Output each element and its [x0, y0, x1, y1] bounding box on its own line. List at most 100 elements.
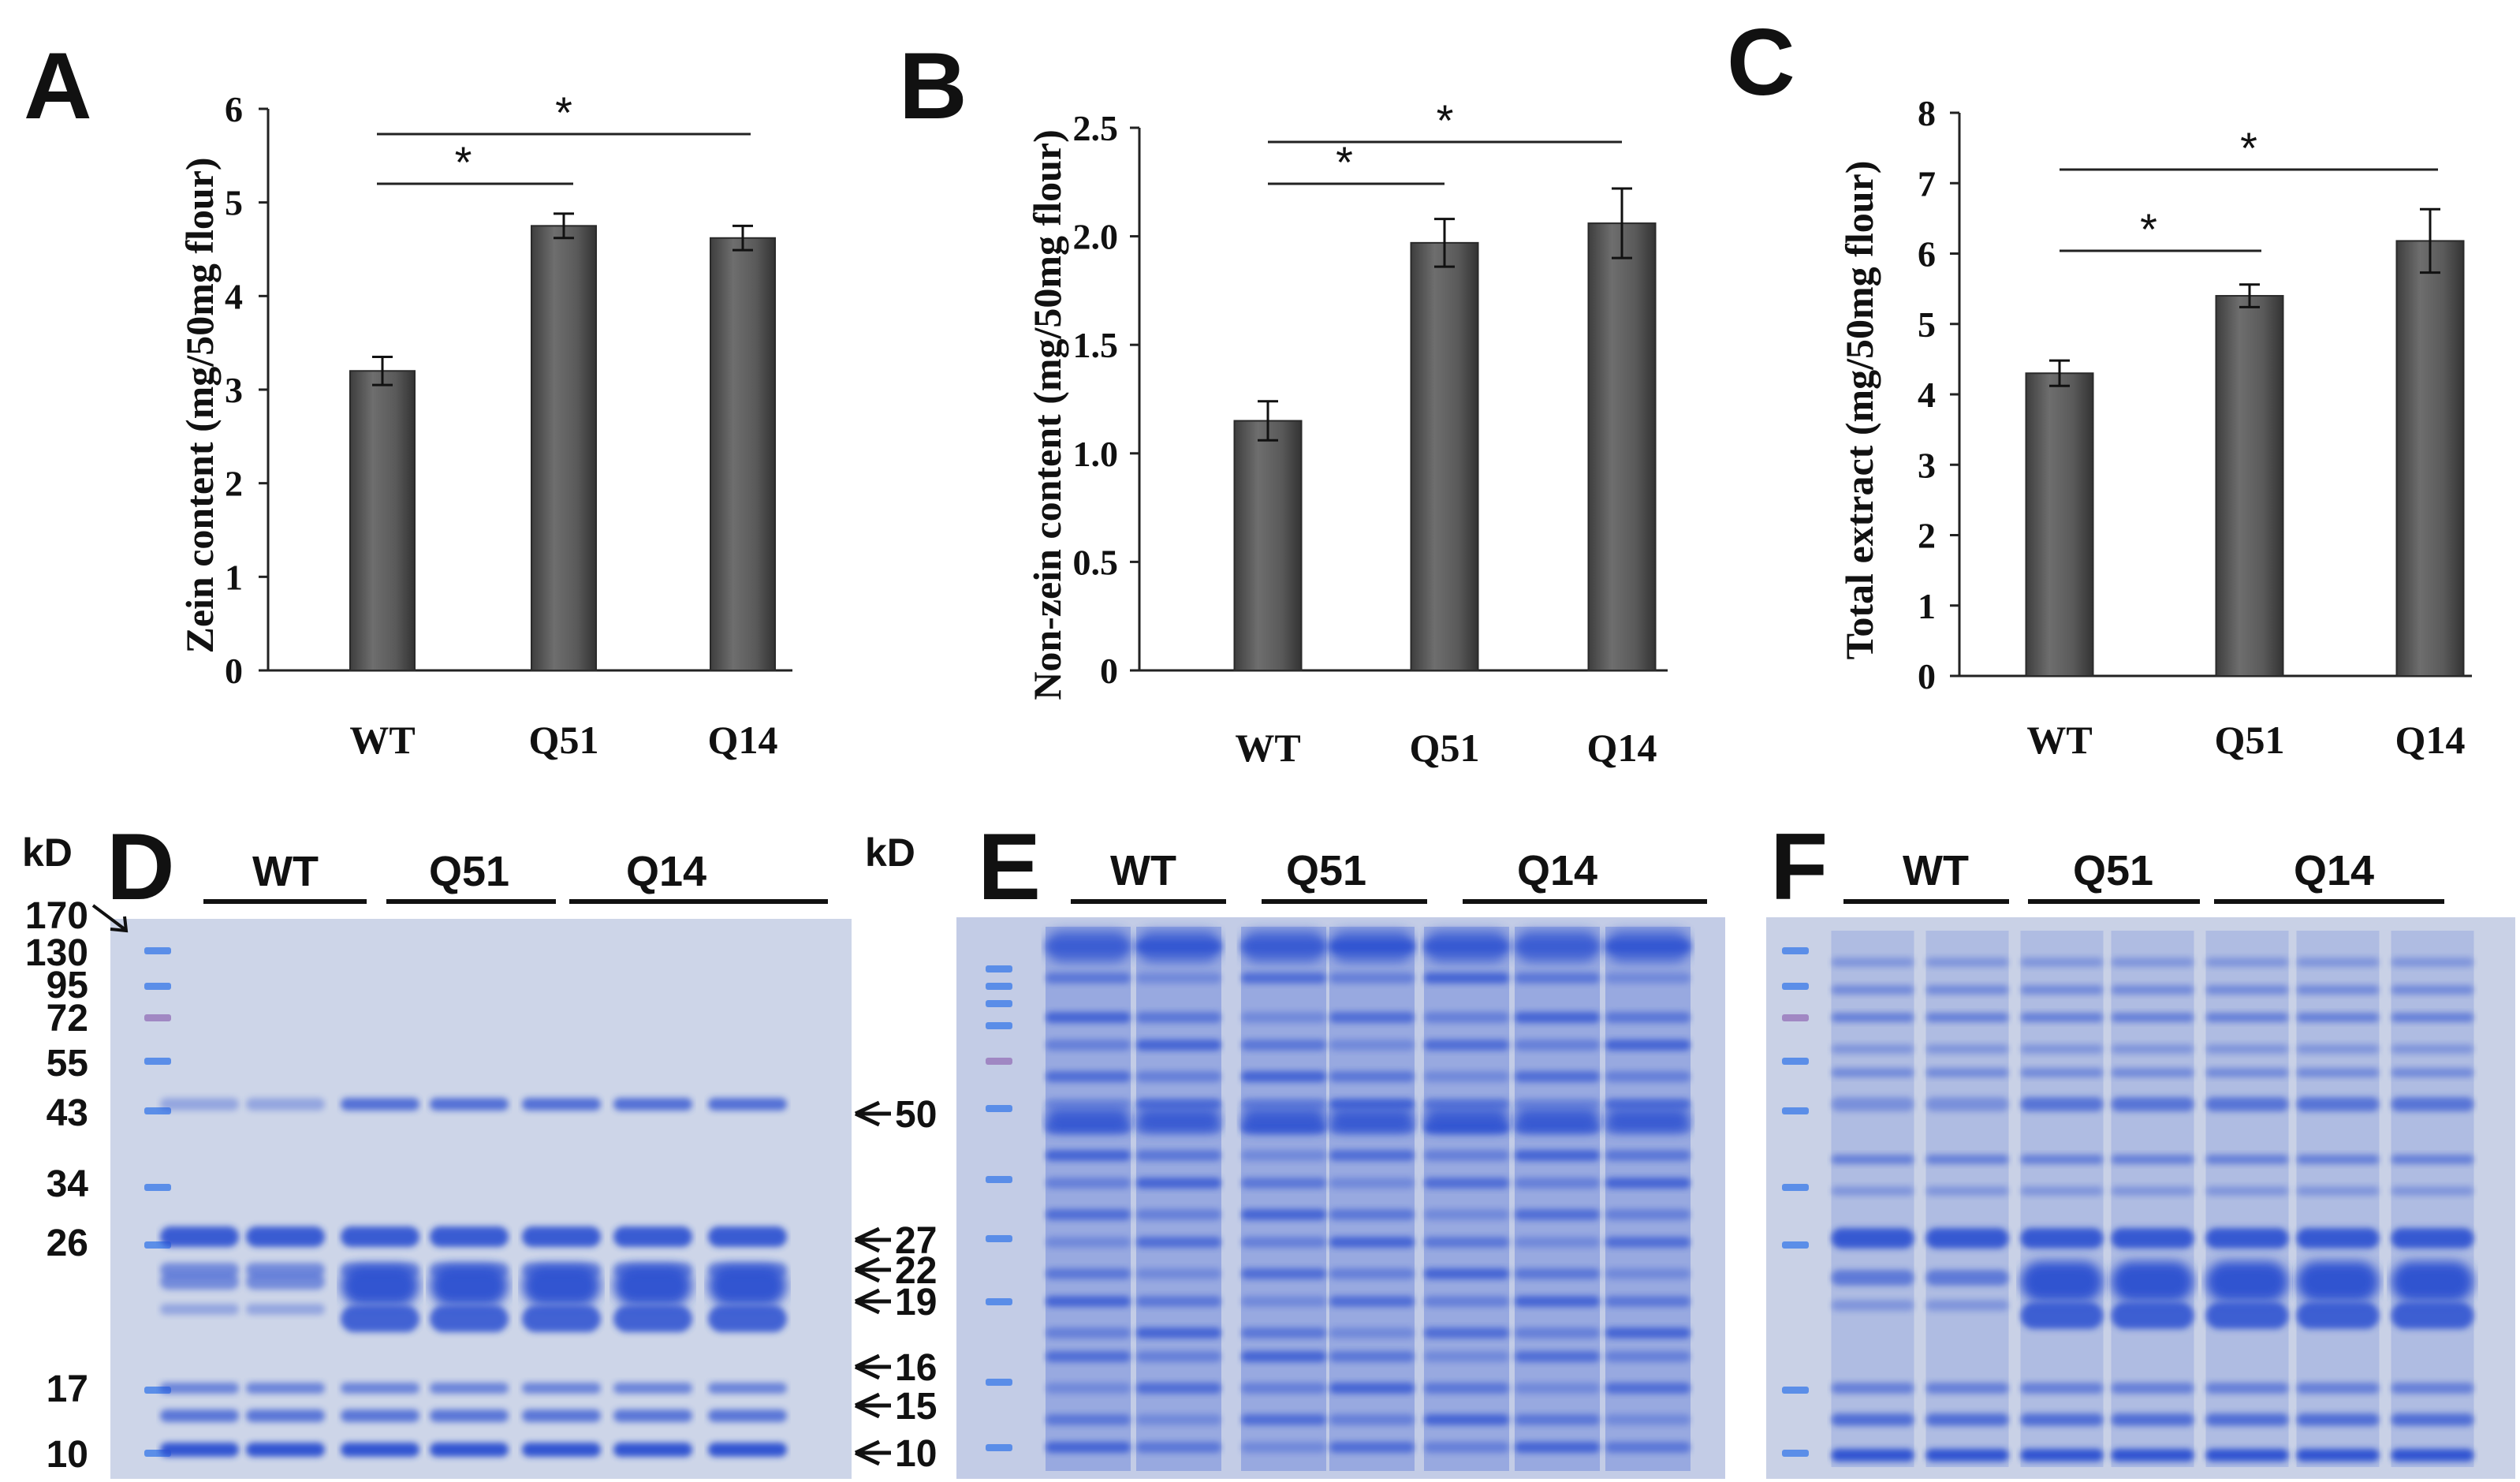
y-axis-label: Non-zein content (mg/50mg flour) — [1025, 129, 1069, 700]
gel-band — [1329, 1268, 1415, 1279]
gel-band — [1515, 1071, 1600, 1082]
gel-band — [1605, 1150, 1691, 1161]
gel-band — [1831, 1097, 1914, 1111]
ladder-band — [986, 1058, 1012, 1065]
gel-band — [2205, 1302, 2289, 1329]
bar-wt — [1233, 420, 1303, 672]
kd-label-e: kD — [865, 831, 915, 875]
gel-band — [522, 1409, 601, 1422]
gel-band — [1424, 1108, 1509, 1132]
ladder-band — [144, 1184, 171, 1191]
marker-label: 34 — [47, 1163, 89, 1205]
gel-band — [1605, 972, 1691, 984]
ladder-band — [1782, 1241, 1809, 1249]
gel-band — [1605, 1040, 1691, 1051]
gel-band — [708, 1265, 787, 1306]
gel-band — [613, 1409, 692, 1422]
gel-band — [1241, 1296, 1326, 1307]
gel-band — [2111, 958, 2194, 967]
gel-band — [1515, 1237, 1600, 1248]
gel-band — [1241, 941, 1326, 952]
y-tick-label: 0 — [1918, 656, 1936, 696]
category-label-q14: Q14 — [708, 718, 778, 762]
gel-band — [613, 1383, 692, 1394]
gel-band — [1136, 1071, 1221, 1082]
gel-band — [1046, 1327, 1131, 1338]
gel-band — [708, 1383, 787, 1394]
gel-band — [1329, 1209, 1415, 1220]
ladder-band — [1782, 1450, 1809, 1457]
gel-band — [1136, 1209, 1221, 1220]
gel-band — [2111, 1383, 2194, 1394]
gel-band — [2296, 1186, 2380, 1196]
gel-band — [2296, 1068, 2380, 1077]
gel-band — [2020, 985, 2104, 995]
gel-band — [2296, 1155, 2380, 1164]
gel-band — [1046, 1296, 1131, 1307]
gel-band — [1925, 1155, 2009, 1164]
gel-band — [2020, 1302, 2104, 1329]
y-tick-label: 4 — [225, 276, 243, 316]
gel-band — [1925, 1413, 2009, 1426]
gel-band — [2020, 1228, 2104, 1249]
marker-label: 10 — [47, 1434, 88, 1476]
bar-q14 — [2395, 240, 2465, 677]
gel-band — [1329, 1071, 1415, 1082]
gel-band — [430, 1226, 509, 1247]
gel-band — [1605, 1178, 1691, 1189]
marker-label: 26 — [47, 1223, 88, 1264]
gel-band — [2296, 985, 2380, 995]
gel-band — [2296, 1261, 2380, 1302]
gel-band — [1241, 1178, 1326, 1189]
gel-band — [1925, 1068, 2009, 1077]
gel-band — [2391, 1261, 2474, 1302]
gel-panel-e: kD E WT Q51 Q14 — [865, 814, 1725, 1479]
gel-band — [2020, 1013, 2104, 1022]
gel-band — [246, 1098, 325, 1111]
ladder-band — [144, 1058, 171, 1065]
gel-band — [1831, 1383, 1914, 1394]
band-arrow-label: 19 — [895, 1282, 937, 1323]
gel-band — [1424, 972, 1509, 984]
gel-band — [1046, 941, 1131, 952]
bar-q14 — [1587, 222, 1657, 671]
gel-band — [2205, 1068, 2289, 1077]
gel-band — [2205, 1228, 2289, 1249]
gel-band — [2205, 1044, 2289, 1054]
gel-group-label-wt: WT — [252, 848, 319, 895]
y-tick-label: 2 — [225, 464, 243, 504]
gel-band — [1424, 1414, 1509, 1425]
gel-band — [430, 1443, 509, 1457]
gel-band — [2020, 958, 2104, 967]
bar-wt — [2025, 372, 2094, 677]
gel-band — [2296, 1013, 2380, 1022]
gel-band — [1241, 1150, 1326, 1161]
gel-band — [160, 1263, 239, 1277]
ladder-band — [986, 965, 1012, 972]
y-tick-label: 1 — [1918, 586, 1936, 626]
gel-band — [1136, 1414, 1221, 1425]
gel-band — [1329, 1237, 1415, 1248]
gel-band — [1424, 1150, 1509, 1161]
gel-band — [1046, 1383, 1131, 1394]
significance-star: * — [2240, 123, 2257, 173]
gel-band — [2111, 1413, 2194, 1426]
gel-band — [1136, 1383, 1221, 1394]
gel-band — [2205, 1155, 2289, 1164]
gel-group-label-q14: Q14 — [626, 848, 706, 895]
gel-band — [1515, 1012, 1600, 1023]
band-arrow-icon — [854, 1226, 891, 1253]
gel-band — [2296, 1449, 2380, 1461]
ladder-band — [986, 1022, 1012, 1029]
gel-band — [1241, 1237, 1326, 1248]
gel-band — [613, 1226, 692, 1247]
gel-band — [341, 1265, 419, 1306]
gel-band — [1605, 1327, 1691, 1338]
gel-band — [1424, 1268, 1509, 1279]
gel-group-label-q14: Q14 — [2294, 847, 2374, 894]
gel-band — [1241, 1040, 1326, 1051]
gel-band — [1136, 972, 1221, 984]
gel-band — [1831, 1413, 1914, 1426]
gel-band — [1241, 1383, 1326, 1394]
gel-band — [522, 1305, 601, 1332]
